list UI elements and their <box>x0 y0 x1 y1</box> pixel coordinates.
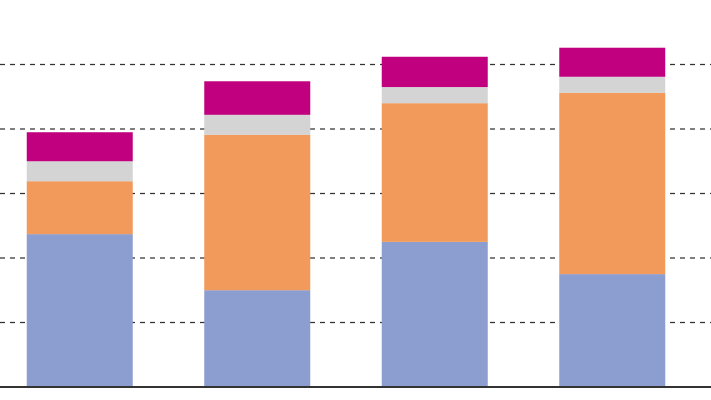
bar-segment <box>559 274 666 387</box>
bar-segment <box>559 76 666 93</box>
bar-segment <box>26 161 133 182</box>
bar-segment <box>381 56 488 88</box>
bar-segment <box>381 103 488 242</box>
bar-segment <box>381 241 488 387</box>
bar-segment <box>26 132 133 162</box>
bar-segment <box>204 134 311 291</box>
bar-segment <box>381 87 488 104</box>
bar-segment <box>26 234 133 387</box>
bar-segment <box>26 181 133 235</box>
bar-segment <box>204 290 311 387</box>
bar-segment <box>204 81 311 115</box>
bar-segment <box>559 47 666 77</box>
bar-segment <box>204 114 311 135</box>
bar-segment <box>559 92 666 275</box>
